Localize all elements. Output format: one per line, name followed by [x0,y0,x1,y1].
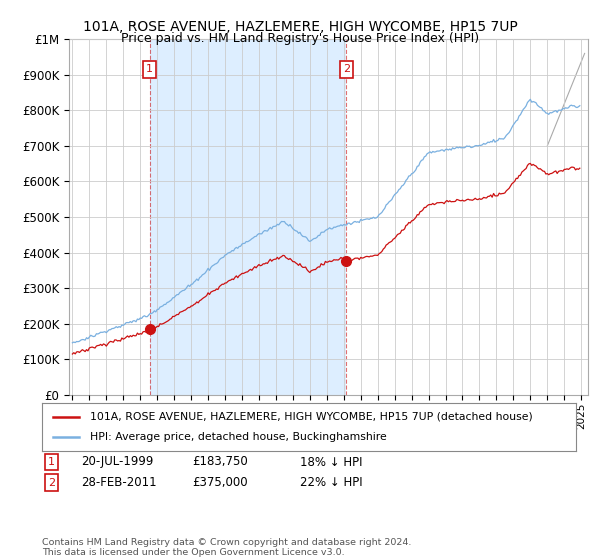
Text: 22% ↓ HPI: 22% ↓ HPI [300,476,362,489]
Text: HPI: Average price, detached house, Buckinghamshire: HPI: Average price, detached house, Buck… [90,432,387,442]
Text: Contains HM Land Registry data © Crown copyright and database right 2024.
This d: Contains HM Land Registry data © Crown c… [42,538,412,557]
Text: 1: 1 [146,64,153,74]
Text: 101A, ROSE AVENUE, HAZLEMERE, HIGH WYCOMBE, HP15 7UP (detached house): 101A, ROSE AVENUE, HAZLEMERE, HIGH WYCOM… [90,412,533,422]
Text: £375,000: £375,000 [192,476,248,489]
Text: 28-FEB-2011: 28-FEB-2011 [81,476,157,489]
Text: 1: 1 [48,457,55,467]
Text: 2: 2 [48,478,55,488]
Text: Price paid vs. HM Land Registry's House Price Index (HPI): Price paid vs. HM Land Registry's House … [121,32,479,45]
Text: 2: 2 [343,64,350,74]
Text: 18% ↓ HPI: 18% ↓ HPI [300,455,362,469]
Bar [149,39,346,395]
Text: £183,750: £183,750 [192,455,248,469]
Text: 101A, ROSE AVENUE, HAZLEMERE, HIGH WYCOMBE, HP15 7UP: 101A, ROSE AVENUE, HAZLEMERE, HIGH WYCOM… [83,20,517,34]
Text: 20-JUL-1999: 20-JUL-1999 [81,455,154,469]
